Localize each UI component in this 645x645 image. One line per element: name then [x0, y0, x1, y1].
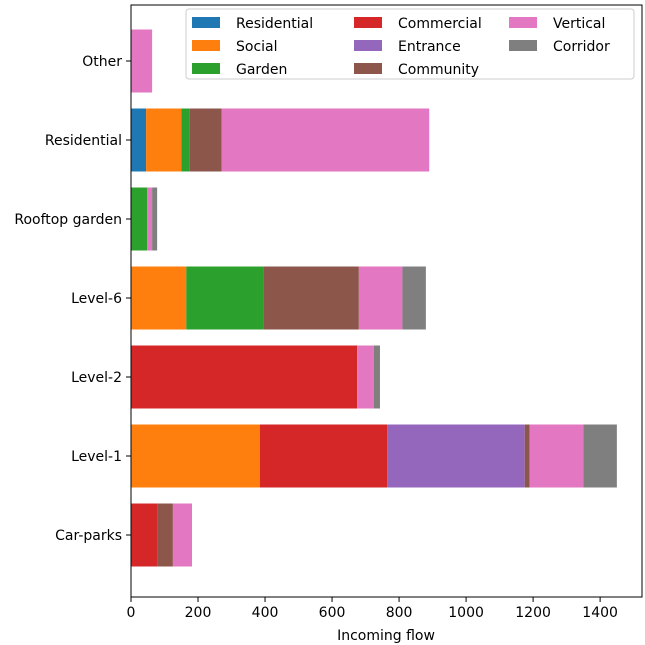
bar-rooftop-garden-corridor — [152, 187, 158, 251]
x-tick-label: 1200 — [515, 605, 551, 621]
y-tick-label: Level-1 — [71, 449, 122, 465]
bar-car-parks-commercial — [131, 503, 158, 567]
bar-level-6-social — [131, 266, 187, 330]
bar-level-6-garden — [186, 266, 264, 330]
x-tick-label: 1000 — [448, 605, 484, 621]
legend-swatch-entrance — [354, 40, 382, 51]
bar-level-1-commercial — [260, 424, 388, 488]
bar-level-1-vertical — [529, 424, 584, 488]
bar-level-2-corridor — [373, 345, 380, 409]
legend-swatch-corridor — [509, 40, 537, 51]
x-axis-label: Incoming flow — [337, 628, 435, 644]
legend-label-entrance: Entrance — [398, 39, 461, 55]
x-tick-label: 600 — [319, 605, 346, 621]
y-tick-label: Rooftop garden — [14, 212, 122, 228]
y-tick-label: Level-6 — [71, 291, 122, 307]
bar-residential-garden — [181, 108, 190, 172]
x-tick-label: 0 — [127, 605, 136, 621]
bar-residential-social — [146, 108, 182, 172]
plot-frame — [130, 4, 643, 598]
bar-rooftop-garden-garden — [131, 187, 148, 251]
bar-residential-residential — [131, 108, 147, 172]
legend-label-garden: Garden — [236, 62, 287, 78]
y-tick-label: Other — [82, 54, 122, 70]
y-axis: Other Residential Rooftop garden Level-6 Lev… — [14, 54, 131, 544]
bar-car-parks-community — [157, 503, 173, 567]
bars-group — [131, 29, 617, 567]
legend-label-corridor: Corridor — [553, 39, 610, 55]
bar-level-6-vertical — [358, 266, 403, 330]
bar-car-parks-vertical — [172, 503, 192, 567]
bar-other-vertical — [131, 29, 153, 93]
y-tick-label: Car-parks — [55, 528, 122, 544]
legend-label-commercial: Commercial — [398, 16, 482, 32]
y-tick-label: Residential — [45, 133, 122, 149]
bar-level-2-commercial — [131, 345, 358, 409]
bar-level-6-corridor — [402, 266, 426, 330]
legend-swatch-commercial — [354, 17, 382, 28]
bar-residential-community — [189, 108, 222, 172]
bar-level-1-corridor — [583, 424, 617, 488]
legend-label-vertical: Vertical — [553, 16, 605, 32]
legend-label-residential: Residential — [236, 16, 313, 32]
legend-swatch-residential — [192, 17, 220, 28]
bar-residential-vertical — [221, 108, 430, 172]
x-tick-label: 400 — [252, 605, 279, 621]
x-tick-label: 1400 — [582, 605, 618, 621]
bar-level-2-vertical — [357, 345, 374, 409]
legend-label-community: Community — [398, 62, 479, 78]
bar-level-1-community — [524, 424, 530, 488]
legend-swatch-vertical — [509, 17, 537, 28]
x-tick-label: 800 — [386, 605, 413, 621]
bar-rooftop-garden-vertical — [147, 187, 153, 251]
legend-swatch-garden — [192, 63, 220, 74]
bar-level-1-social — [131, 424, 261, 488]
legend-swatch-community — [354, 63, 382, 74]
x-tick-label: 200 — [185, 605, 212, 621]
legend-swatch-social — [192, 40, 220, 51]
legend-label-social: Social — [236, 39, 278, 55]
y-tick-label: Level-2 — [71, 370, 122, 386]
legend: Residential Social Garden Commercial Entranc… — [185, 8, 635, 80]
bar-level-1-entrance — [387, 424, 525, 488]
x-axis: 0 200 400 600 800 1000 1200 1400 — [127, 597, 618, 621]
bar-level-6-community — [263, 266, 359, 330]
